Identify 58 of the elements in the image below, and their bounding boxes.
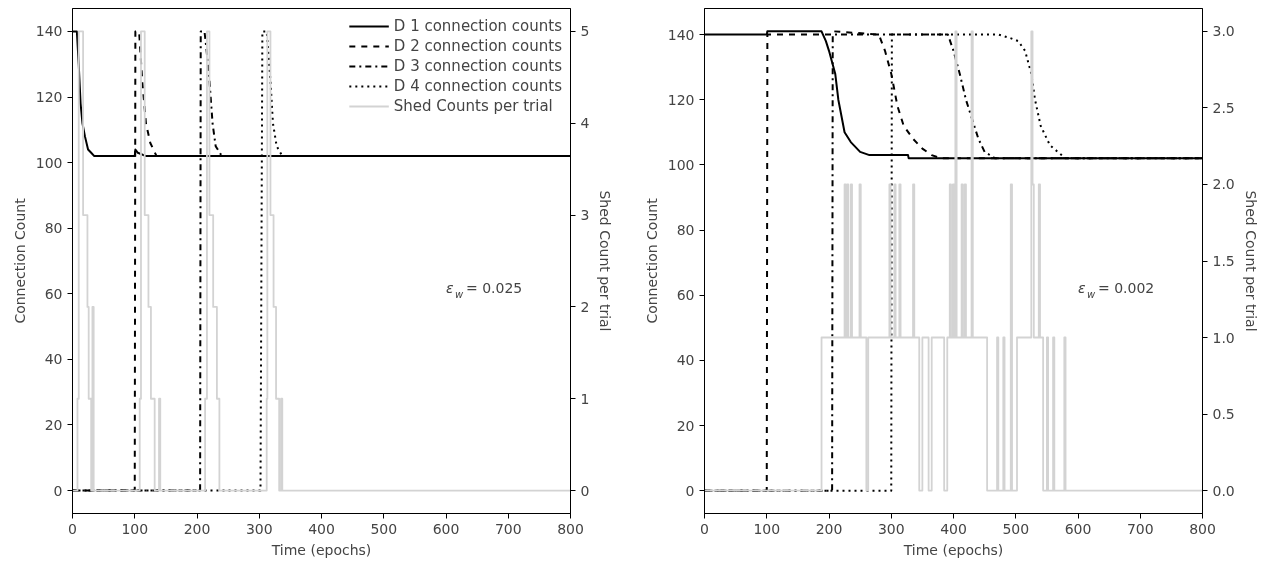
x-tick-label: 300 (877, 520, 905, 537)
y-axis-title: Connection Count (643, 197, 660, 324)
y2-tick-label: 0 (580, 482, 590, 499)
x-tick-label: 400 (308, 520, 335, 537)
y-tick-label: 0 (53, 482, 63, 499)
x-tick-label: 800 (557, 520, 584, 537)
y-tick-label: 100 (667, 156, 695, 173)
x-tick-label: 100 (753, 520, 781, 537)
x-tick-label: 500 (370, 520, 398, 537)
y2-tick-label: 3.0 (1212, 23, 1235, 40)
legend-label: D 2 connection counts (393, 37, 562, 55)
y2-tick-label: 4 (580, 115, 590, 132)
y2-tick-label: 0.0 (1212, 482, 1235, 499)
y2-tick-label: 3 (580, 207, 590, 224)
y-tick-label: 140 (35, 23, 63, 40)
y-tick-label: 120 (667, 91, 695, 108)
y-tick-label: 0 (685, 482, 695, 499)
y-tick-label: 40 (676, 352, 695, 369)
y-tick-label: 80 (676, 222, 695, 239)
x-tick-label: 200 (183, 520, 211, 537)
x-tick-label: 100 (121, 520, 149, 537)
legend-label: D 4 connection counts (393, 77, 562, 95)
y-tick-label: 40 (44, 351, 63, 368)
legend-label: D 3 connection counts (393, 57, 562, 75)
y-tick-label: 100 (35, 154, 63, 171)
x-tick-label: 0 (68, 520, 77, 537)
x-tick-label: 700 (1126, 520, 1154, 537)
x-tick-label: 0 (700, 520, 709, 537)
y2-axis-title: Shed Count per trial (597, 190, 614, 332)
y2-tick-label: 2 (580, 298, 590, 315)
y2-tick-label: 1 (580, 390, 590, 407)
x-tick-label: 500 (1002, 520, 1030, 537)
y2-tick-label: 5 (580, 23, 590, 40)
y2-tick-label: 2.0 (1212, 176, 1235, 193)
y-tick-label: 20 (676, 417, 695, 434)
y2-tick-label: 0.5 (1212, 406, 1235, 423)
y2-tick-label: 2.5 (1212, 99, 1235, 116)
x-tick-label: 700 (494, 520, 522, 537)
legend-label: D 1 connection counts (393, 17, 562, 35)
x-axis-title: Time (epochs) (902, 541, 1004, 558)
x-tick-label: 300 (245, 520, 273, 537)
y2-tick-label: 1.0 (1212, 329, 1235, 346)
y-tick-label: 60 (44, 285, 63, 302)
y-axis-title: Connection Count (11, 197, 28, 324)
x-tick-label: 200 (815, 520, 843, 537)
y-tick-label: 20 (44, 416, 63, 433)
x-tick-label: 600 (1064, 520, 1092, 537)
legend-label: Shed Counts per trial (393, 97, 553, 115)
x-tick-label: 400 (940, 520, 967, 537)
y-tick-label: 80 (44, 220, 63, 237)
x-tick-label: 600 (432, 520, 460, 537)
y-tick-label: 60 (676, 287, 695, 304)
x-tick-label: 800 (1189, 520, 1216, 537)
x-axis-title: Time (epochs) (270, 541, 372, 558)
y2-axis-title: Shed Count per trial (1242, 190, 1259, 332)
y2-tick-label: 1.5 (1212, 253, 1235, 269)
y-tick-label: 120 (35, 89, 63, 106)
y-tick-label: 140 (667, 26, 695, 43)
